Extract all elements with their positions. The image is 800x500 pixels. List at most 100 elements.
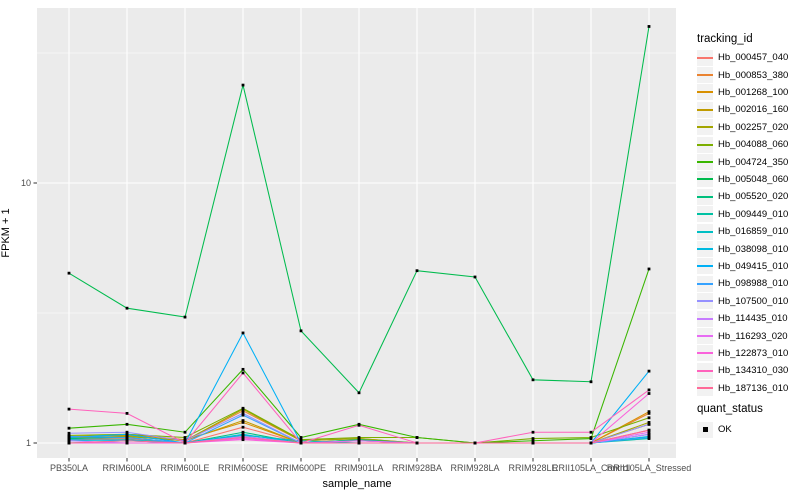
legend-item-Hb_134310_030: Hb_134310_030 xyxy=(697,362,788,379)
legend-key-line-icon xyxy=(697,206,713,223)
legend-key-line-icon xyxy=(697,241,713,258)
data-point xyxy=(647,422,651,426)
data-point xyxy=(299,329,303,333)
legend-item-Hb_005520_020: Hb_005520_020 xyxy=(697,188,788,205)
y-tick-label-10: 10 xyxy=(20,178,31,188)
legend-item-Hb_002257_020: Hb_002257_020 xyxy=(697,119,788,136)
legend-key-line-icon xyxy=(697,101,713,118)
x-tick-label-RRIM928BA: RRIM928BA xyxy=(391,463,443,473)
data-point xyxy=(241,331,245,335)
data-point xyxy=(589,437,593,440)
legend-item-label: Hb_000853_380 xyxy=(718,69,789,81)
data-point xyxy=(589,380,593,384)
data-point xyxy=(589,430,593,434)
data-point xyxy=(647,428,651,432)
legend-item-label: Hb_098988_010 xyxy=(718,278,789,290)
data-point xyxy=(125,422,129,426)
legend-item-Hb_038098_010: Hb_038098_010 xyxy=(697,240,788,258)
data-point xyxy=(241,409,245,413)
x-tick-label-RRII105LA_Stressed: RRII105LA_Stressed xyxy=(606,463,692,473)
data-point xyxy=(473,275,477,279)
legend-item-Hb_122873_010: Hb_122873_010 xyxy=(697,345,788,362)
legend-key-line-icon xyxy=(697,310,713,327)
legend-item-Hb_002016_160: Hb_002016_160 xyxy=(697,101,788,118)
data-point xyxy=(647,369,651,373)
data-point xyxy=(241,436,245,439)
data-point xyxy=(357,439,361,443)
legend-item-label: Hb_122873_010 xyxy=(718,347,789,359)
data-point xyxy=(241,411,245,415)
data-point xyxy=(647,25,651,28)
x-tick-label-RRIM928LE: RRIM928LE xyxy=(508,463,558,473)
data-point xyxy=(299,441,303,445)
data-point xyxy=(299,436,303,439)
legend-key-line-icon xyxy=(697,380,713,397)
x-tick-label-RRIM600PE: RRIM600PE xyxy=(275,463,327,473)
data-point xyxy=(125,430,129,434)
data-point xyxy=(415,269,419,273)
legend-item-label: Hb_107500_010 xyxy=(718,295,789,307)
data-point xyxy=(125,436,129,439)
legend-key-line-icon xyxy=(697,258,713,275)
legend-key-line-icon xyxy=(697,154,713,171)
y-axis-title: FPKM + 1 xyxy=(0,208,12,258)
legend-key-line-icon xyxy=(697,188,713,205)
data-point xyxy=(125,441,129,445)
data-point xyxy=(67,439,71,443)
data-point xyxy=(67,431,71,435)
legend-item-label: Hb_187136_010 xyxy=(718,382,789,394)
legend-item-ok: OK xyxy=(697,421,732,438)
data-point xyxy=(67,407,71,411)
data-point xyxy=(241,406,245,410)
legend-item-label: Hb_134310_030 xyxy=(718,365,789,377)
legend-item-Hb_005048_060: Hb_005048_060 xyxy=(697,171,788,188)
data-point xyxy=(473,441,477,445)
x-tick-label-RRIM600LE: RRIM600LE xyxy=(160,463,210,473)
legend-item-Hb_098988_010: Hb_098988_010 xyxy=(697,275,788,292)
data-point xyxy=(241,419,245,422)
legend-item-Hb_004088_060: Hb_004088_060 xyxy=(697,136,788,153)
legend-item-Hb_016859_010: Hb_016859_010 xyxy=(697,223,788,240)
legend-key-line-icon xyxy=(697,136,713,153)
data-point xyxy=(357,441,361,445)
data-point xyxy=(647,267,651,271)
data-point xyxy=(67,435,71,438)
panel-background xyxy=(37,8,676,458)
data-point xyxy=(357,391,361,395)
data-point xyxy=(183,436,187,439)
legend-item-label: Hb_004088_060 xyxy=(718,139,789,151)
x-tick-label-RRIM901LA: RRIM901LA xyxy=(334,463,384,473)
legend-key-ok-square-icon xyxy=(697,421,713,438)
legend-key-line-icon xyxy=(697,275,713,292)
data-point xyxy=(357,436,361,439)
x-tick-label-RRIM600LA: RRIM600LA xyxy=(102,463,152,473)
data-point xyxy=(531,441,535,445)
legend-item-label: Hb_001268_100 xyxy=(718,86,789,98)
data-point xyxy=(125,306,129,310)
legend-item-label: Hb_009449_010 xyxy=(718,208,789,220)
legend-title-tracking-id: tracking_id xyxy=(697,33,753,45)
legend-key-line-icon xyxy=(697,362,713,379)
data-point xyxy=(241,371,245,375)
data-point xyxy=(183,439,187,443)
data-point xyxy=(647,436,651,439)
legend-item-label: Hb_016859_010 xyxy=(718,226,789,238)
legend-item-Hb_116293_020: Hb_116293_020 xyxy=(697,327,788,345)
legend-item-label: Hb_116293_020 xyxy=(718,330,788,342)
data-point xyxy=(241,413,245,417)
data-point xyxy=(183,441,187,445)
data-point xyxy=(125,432,129,436)
data-point xyxy=(647,430,651,434)
legend-item-label: Hb_000457_040 xyxy=(718,52,789,64)
data-point xyxy=(647,416,651,420)
data-point xyxy=(299,439,303,443)
y-tick-label-1: 1 xyxy=(25,438,31,448)
legend-item-label: OK xyxy=(718,424,732,436)
legend-key-line-icon xyxy=(697,223,713,240)
legend-item-label: Hb_002016_160 xyxy=(718,104,789,116)
data-point xyxy=(241,432,245,436)
legend-item-Hb_000853_380: Hb_000853_380 xyxy=(697,66,789,84)
data-point xyxy=(647,432,651,436)
legend-item-label: Hb_005520_020 xyxy=(718,191,789,203)
legend-item-Hb_004724_350: Hb_004724_350 xyxy=(697,153,788,171)
